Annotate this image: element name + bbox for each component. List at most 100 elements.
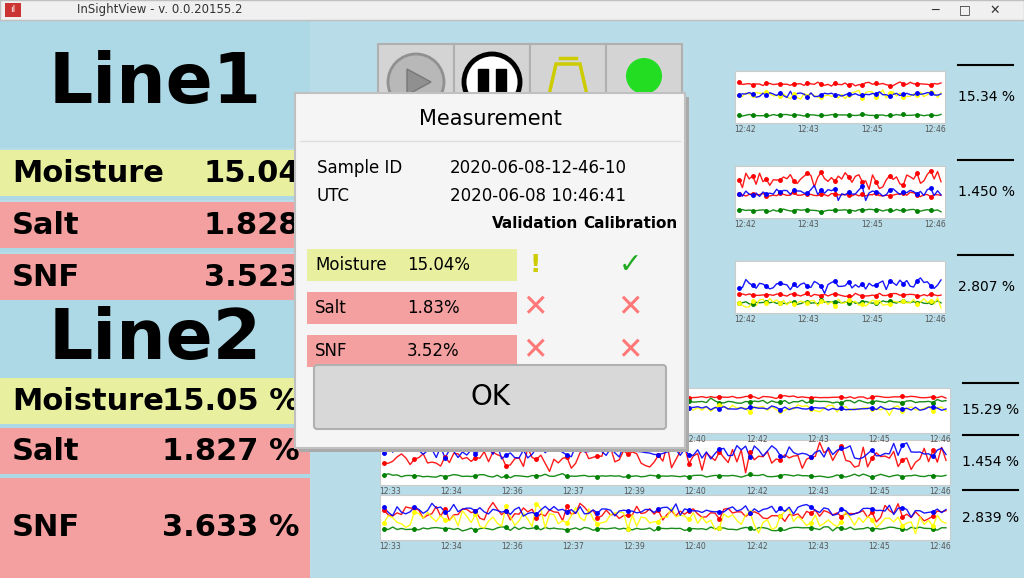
Text: 12:46: 12:46	[929, 435, 951, 444]
Text: Line2: Line2	[48, 306, 261, 372]
FancyBboxPatch shape	[478, 334, 488, 360]
Text: InSightView - v. 0.0.20155.2: InSightView - v. 0.0.20155.2	[77, 3, 243, 17]
Text: OK: OK	[470, 383, 510, 411]
Circle shape	[626, 58, 662, 94]
Text: 12:36: 12:36	[502, 542, 523, 551]
Text: 2020-06-08 10:46:41: 2020-06-08 10:46:41	[450, 187, 626, 205]
FancyBboxPatch shape	[496, 69, 506, 95]
Text: ✕: ✕	[617, 294, 643, 323]
Text: 12:37: 12:37	[562, 542, 585, 551]
FancyBboxPatch shape	[530, 44, 606, 120]
FancyBboxPatch shape	[378, 309, 454, 385]
Polygon shape	[407, 334, 431, 360]
FancyBboxPatch shape	[496, 334, 506, 360]
FancyBboxPatch shape	[314, 365, 666, 429]
FancyBboxPatch shape	[636, 100, 652, 110]
FancyBboxPatch shape	[0, 202, 310, 248]
Text: 12:43: 12:43	[798, 315, 819, 324]
Text: 12:43: 12:43	[798, 125, 819, 134]
Text: Salt: Salt	[315, 299, 347, 317]
Text: Moisture: Moisture	[315, 256, 387, 274]
FancyBboxPatch shape	[307, 292, 517, 324]
FancyBboxPatch shape	[0, 196, 310, 200]
Text: 12:42: 12:42	[745, 542, 767, 551]
Text: 12:39: 12:39	[624, 435, 645, 444]
Circle shape	[464, 319, 520, 375]
Text: 15.04%: 15.04%	[407, 256, 470, 274]
FancyBboxPatch shape	[530, 309, 606, 385]
Circle shape	[464, 54, 520, 110]
FancyBboxPatch shape	[0, 300, 310, 304]
Text: 12:39: 12:39	[624, 487, 645, 496]
Text: Line1: Line1	[48, 50, 261, 117]
Text: 12:43: 12:43	[798, 220, 819, 229]
Text: Moisture: Moisture	[12, 387, 164, 416]
Text: 12:45: 12:45	[868, 487, 890, 496]
FancyBboxPatch shape	[380, 388, 950, 433]
FancyBboxPatch shape	[454, 309, 530, 385]
FancyBboxPatch shape	[735, 71, 945, 123]
Text: 12:40: 12:40	[685, 542, 707, 551]
Text: 12:37: 12:37	[562, 487, 585, 496]
FancyBboxPatch shape	[735, 261, 945, 313]
Text: ─: ─	[931, 3, 939, 17]
Text: 1.83%: 1.83%	[407, 299, 460, 317]
Text: 1.828: 1.828	[204, 210, 300, 239]
Text: 12:43: 12:43	[807, 487, 828, 496]
FancyBboxPatch shape	[0, 20, 1024, 578]
Text: Sample ID: Sample ID	[317, 159, 402, 177]
Text: 12:42: 12:42	[745, 487, 767, 496]
FancyBboxPatch shape	[380, 495, 950, 540]
Text: 12:46: 12:46	[924, 315, 946, 324]
Text: 2020-06-08-12-46-10: 2020-06-08-12-46-10	[450, 159, 627, 177]
Text: 12:45: 12:45	[861, 315, 883, 324]
FancyBboxPatch shape	[0, 254, 310, 300]
Text: SNF: SNF	[12, 262, 80, 291]
Text: 12:42: 12:42	[734, 125, 756, 134]
Polygon shape	[407, 69, 431, 95]
FancyBboxPatch shape	[606, 309, 682, 385]
Text: 1.454 %: 1.454 %	[963, 455, 1020, 469]
FancyBboxPatch shape	[0, 428, 310, 474]
FancyBboxPatch shape	[0, 478, 310, 578]
Text: Validation: Validation	[492, 216, 579, 231]
Text: 12:39: 12:39	[624, 542, 645, 551]
Text: 12:42: 12:42	[734, 315, 756, 324]
FancyBboxPatch shape	[0, 424, 310, 428]
Text: 12:33: 12:33	[379, 435, 400, 444]
Text: 15.29 %: 15.29 %	[963, 403, 1020, 417]
Text: 12:34: 12:34	[440, 542, 462, 551]
Text: 12:42: 12:42	[734, 220, 756, 229]
FancyBboxPatch shape	[307, 249, 517, 281]
Text: 15.05 %: 15.05 %	[162, 387, 300, 416]
Circle shape	[388, 319, 444, 375]
Text: 2.839 %: 2.839 %	[963, 510, 1020, 524]
Text: 2.807 %: 2.807 %	[957, 280, 1015, 294]
FancyBboxPatch shape	[636, 365, 652, 375]
Text: 12:40: 12:40	[685, 435, 707, 444]
FancyBboxPatch shape	[606, 44, 682, 120]
FancyBboxPatch shape	[0, 20, 310, 148]
FancyBboxPatch shape	[5, 3, 22, 17]
FancyBboxPatch shape	[0, 474, 310, 478]
FancyBboxPatch shape	[378, 44, 454, 120]
Text: 12:46: 12:46	[924, 220, 946, 229]
Text: !: !	[529, 253, 541, 277]
Text: 1.827 %: 1.827 %	[163, 436, 300, 465]
Text: 12:45: 12:45	[868, 542, 890, 551]
Circle shape	[388, 54, 444, 110]
Text: 3.633 %: 3.633 %	[163, 513, 300, 543]
Text: 12:46: 12:46	[924, 125, 946, 134]
Text: 12:36: 12:36	[502, 487, 523, 496]
FancyBboxPatch shape	[478, 69, 488, 95]
Text: 1.450 %: 1.450 %	[957, 185, 1015, 199]
FancyBboxPatch shape	[0, 0, 1024, 20]
Text: SNF: SNF	[315, 342, 347, 360]
Text: 12:42: 12:42	[745, 435, 767, 444]
Text: 15.04: 15.04	[204, 158, 300, 187]
Text: 12:45: 12:45	[861, 125, 883, 134]
Text: 12:40: 12:40	[685, 487, 707, 496]
FancyBboxPatch shape	[299, 97, 689, 452]
Text: ✕: ✕	[522, 336, 548, 365]
Text: 12:46: 12:46	[929, 542, 951, 551]
